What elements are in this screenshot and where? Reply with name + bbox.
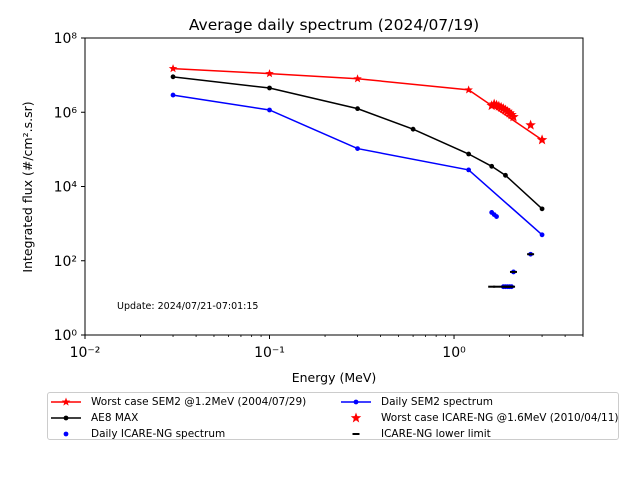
data-point <box>265 69 274 78</box>
legend-marker <box>63 431 69 436</box>
data-point <box>508 111 519 122</box>
data-point <box>504 107 515 118</box>
data-point <box>355 106 360 112</box>
series-5 <box>488 253 535 288</box>
data-point <box>466 151 472 157</box>
legend-item: Worst case ICARE-NG @1.6MeV (2010/04/11) <box>341 410 619 425</box>
data-point <box>536 134 548 145</box>
data-point <box>489 163 495 169</box>
data-point <box>539 232 545 238</box>
chart-figure: Average daily spectrum (2024/07/19) 10⁻²… <box>20 16 584 385</box>
chart-marks <box>168 64 548 290</box>
chart-title: Average daily spectrum (2024/07/19) <box>189 16 479 34</box>
data-point <box>168 64 178 73</box>
data-point <box>355 146 360 151</box>
data-point <box>464 85 473 94</box>
legend-item: Daily SEM2 spectrum <box>341 394 493 409</box>
plot-area <box>84 37 584 336</box>
legend-marker <box>350 412 362 422</box>
legend-label: Worst case ICARE-NG @1.6MeV (2010/04/11) <box>381 411 619 424</box>
x-tick-label: 10⁻¹ <box>254 345 285 361</box>
legend-swatch <box>352 432 360 435</box>
x-tick-label: 10⁰ <box>442 345 466 361</box>
legend-swatch <box>51 415 81 420</box>
legend-item: Worst case SEM2 @1.2MeV (2004/07/29) <box>51 394 306 409</box>
legend-swatch <box>350 412 362 422</box>
data-point <box>506 109 517 120</box>
data-point <box>170 92 176 98</box>
data-point <box>498 103 509 114</box>
series-1 <box>170 92 545 238</box>
legend-label: Worst case SEM2 @1.2MeV (2004/07/29) <box>91 395 307 408</box>
data-point <box>525 119 536 130</box>
axis-ticks: 10⁻² 10⁻¹ 10⁰ 10⁰ 10² 10⁴ 10⁶ 10⁸ <box>54 31 584 361</box>
data-point <box>410 126 416 132</box>
data-point <box>170 74 176 80</box>
legend-marker <box>353 399 359 404</box>
data-point <box>502 105 513 116</box>
legend-label: AE8 MAX <box>91 411 139 424</box>
x-axis-label: Energy (MeV) <box>292 370 377 385</box>
chart-annotation: Update: 2024/07/21-07:01:15 <box>117 301 258 312</box>
legend-swatch <box>63 431 69 436</box>
y-axis-label: Integrated flux (#/cm².s.sr) <box>20 101 35 272</box>
legend-label: ICARE-NG lower limit <box>381 427 491 440</box>
data-point <box>267 85 272 91</box>
legend-label: Daily SEM2 spectrum <box>381 395 493 408</box>
legend-swatch <box>341 399 371 404</box>
series-2 <box>170 74 545 212</box>
legend-item: ICARE-NG lower limit <box>341 426 491 441</box>
legend-label: Daily ICARE-NG spectrum <box>91 427 226 440</box>
x-tick-label: 10⁻² <box>70 345 101 361</box>
data-point <box>539 206 545 212</box>
legend-swatch <box>51 397 81 406</box>
data-point <box>500 104 511 115</box>
y-tick-label: 10² <box>54 254 77 270</box>
chart-legend: Worst case SEM2 @1.2MeV (2004/07/29) Dail… <box>47 392 619 440</box>
data-point <box>353 74 362 83</box>
y-tick-label: 10⁴ <box>54 180 78 196</box>
data-point <box>466 167 472 173</box>
data-point <box>494 214 499 219</box>
y-tick-label: 10⁸ <box>54 31 78 47</box>
legend-marker <box>63 415 69 420</box>
data-point <box>503 172 508 178</box>
series-3 <box>486 98 548 145</box>
legend-marker <box>61 397 71 406</box>
data-point <box>267 107 272 113</box>
series-line <box>172 76 543 210</box>
legend-item: AE8 MAX <box>51 410 138 425</box>
data-point <box>486 100 497 111</box>
y-tick-label: 10⁶ <box>54 105 78 121</box>
y-tick-label: 10⁰ <box>54 328 78 344</box>
legend-item: Daily ICARE-NG spectrum <box>51 426 225 441</box>
